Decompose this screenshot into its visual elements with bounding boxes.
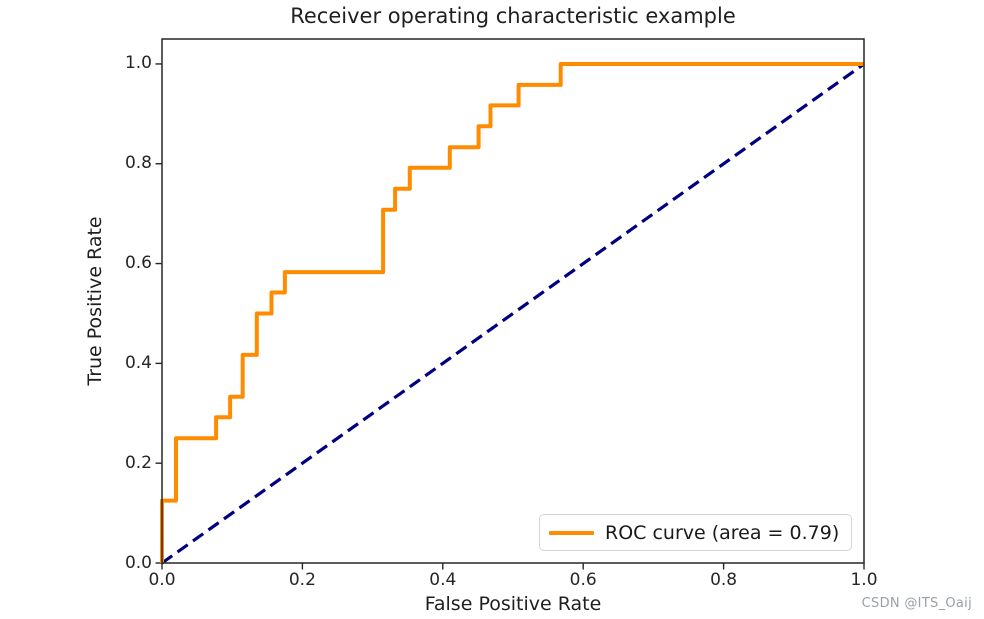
y-tick-label: 1.0 (124, 53, 152, 74)
chart-title: Receiver operating characteristic exampl… (290, 4, 736, 28)
x-tick-label: 1.0 (850, 570, 878, 590)
y-tick-label: 0.0 (124, 552, 152, 573)
y-tick-label: 0.6 (124, 253, 152, 274)
x-tick-label: 0.8 (710, 570, 738, 590)
watermark: CSDN @ITS_Oaij (861, 596, 972, 611)
plot-border (161, 38, 865, 564)
x-tick-label: 0.6 (569, 570, 597, 590)
legend-line-sample (549, 530, 594, 535)
x-tick-label: 0.0 (148, 570, 176, 590)
x-tick-label: 0.2 (288, 570, 316, 590)
y-tick-label: 0.8 (124, 153, 152, 174)
x-axis-label: False Positive Rate (424, 593, 602, 615)
legend: ROC curve (area = 0.79) (539, 514, 852, 551)
chance-diagonal-line (161, 62, 865, 565)
y-tick-label: 0.2 (124, 452, 152, 473)
legend-label: ROC curve (area = 0.79) (605, 521, 840, 544)
y-tick-label: 0.4 (124, 352, 152, 373)
x-tick-label: 0.4 (429, 570, 457, 590)
roc-curve-line (160, 62, 864, 563)
